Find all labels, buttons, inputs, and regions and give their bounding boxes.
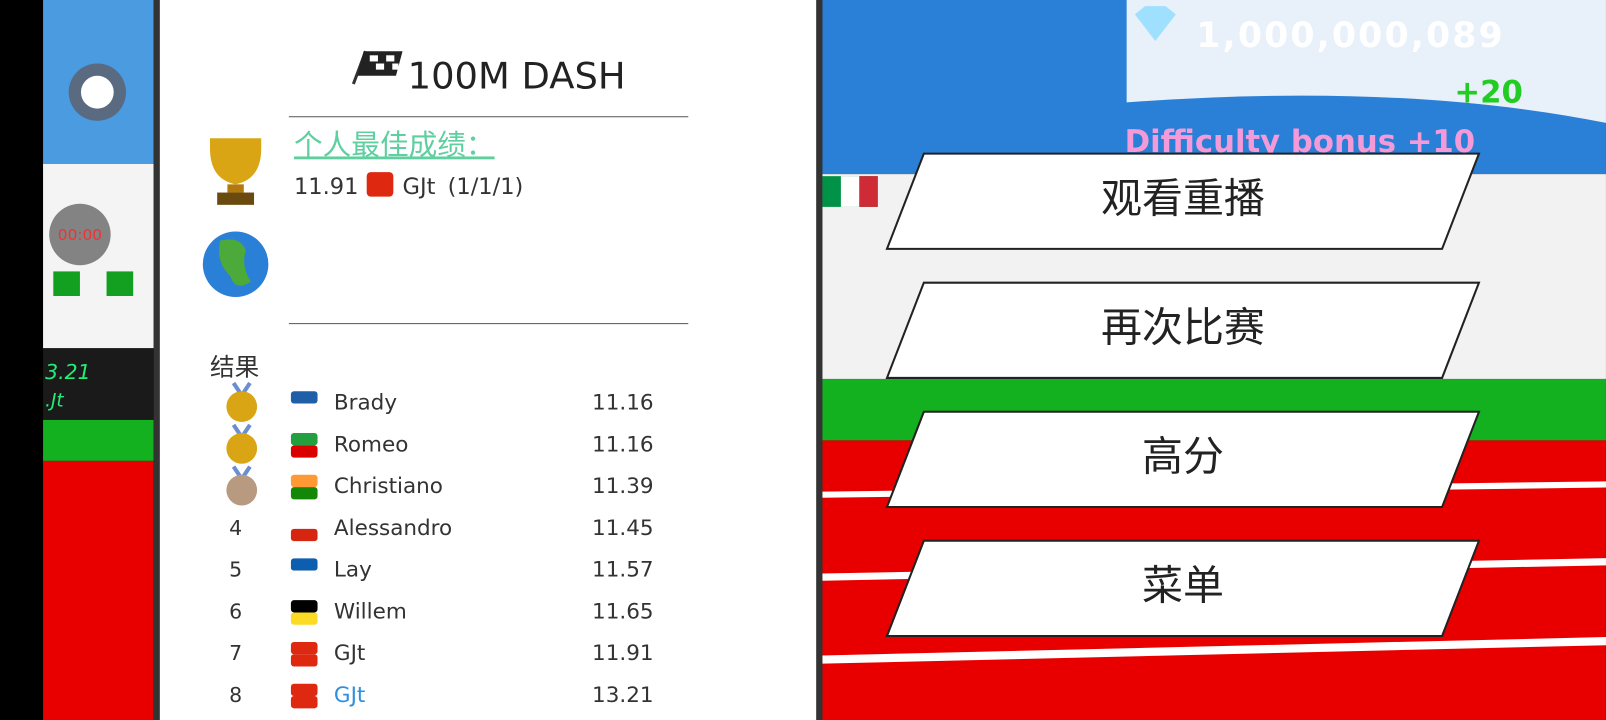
menu-button[interactable]: 高分 [885, 410, 1481, 508]
runner-name: Brady [334, 391, 397, 416]
gem-gain: +20 [1454, 75, 1523, 111]
medal [226, 433, 258, 464]
runner-name: GJt [334, 683, 365, 708]
button-label: 高分 [1142, 432, 1224, 480]
timer: 00:00 [58, 226, 102, 244]
rank: 6 [229, 599, 242, 623]
results-label: 结果 [210, 353, 259, 382]
runner-name: Willem [334, 599, 407, 624]
lane-line [822, 637, 1606, 664]
flag-bottom [290, 445, 318, 458]
gem-icon [1134, 6, 1176, 41]
flag-icon [351, 50, 403, 85]
block [106, 271, 134, 296]
runner-time: 11.65 [592, 599, 654, 624]
camera-button-dot [80, 75, 114, 109]
runner-time: 13.21 [592, 683, 654, 708]
button-label: 菜单 [1142, 561, 1224, 609]
personal-best-label[interactable]: 个人最佳成绩： [294, 127, 495, 161]
flag-top [290, 516, 318, 529]
best-name: GJt [403, 174, 436, 200]
rank: 8 [229, 683, 242, 707]
runner-name: Romeo [334, 432, 408, 457]
trophy-icon [209, 138, 262, 205]
button-label: 观看重播 [1101, 174, 1265, 222]
track [43, 460, 154, 720]
button-shape [885, 152, 1481, 250]
rank: 5 [229, 558, 242, 582]
results-panel: 100M DASH 个人最佳成绩： 11.91 GJt (1/1/1) 结果 B… [159, 0, 817, 720]
flag-top [290, 474, 318, 488]
runner-name: Lay [334, 558, 372, 583]
menu-button[interactable]: 观看重播 [885, 152, 1481, 250]
rank: 7 [229, 641, 242, 665]
flag-bottom [290, 696, 318, 709]
flag-top [290, 600, 318, 613]
flag-bottom [290, 528, 318, 542]
divider [816, 0, 823, 720]
panel-title: 100M DASH [408, 54, 626, 97]
flag-top [290, 558, 318, 571]
button-shape [885, 281, 1481, 379]
flag-bottom [290, 654, 318, 667]
globe-land [218, 239, 251, 286]
flag-top [290, 433, 318, 446]
flag-bottom [290, 403, 318, 416]
flag-bottom [290, 612, 318, 625]
runner-time: 11.16 [592, 391, 654, 416]
runner-time: 11.45 [592, 516, 654, 541]
runner-time: 11.16 [592, 432, 654, 457]
runner-name: Alessandro [334, 516, 452, 541]
banner [840, 176, 860, 207]
button-shape [885, 410, 1481, 508]
board-time: 3.21 [45, 360, 91, 384]
flag-top [290, 391, 318, 404]
best-flag [366, 172, 394, 197]
runner-time: 11.91 [592, 641, 654, 666]
best-detail: (1/1/1) [448, 174, 524, 200]
left-view: 00:00 3.21 .Jt [43, 0, 154, 720]
board-name: .Jt [45, 390, 64, 411]
timer-dial [49, 203, 111, 266]
runner-name: Christiano [334, 474, 443, 499]
divider [153, 0, 160, 720]
runner-time: 11.57 [592, 558, 654, 583]
best-time: 11.91 [294, 174, 358, 200]
menu-button[interactable]: 再次比赛 [885, 281, 1481, 379]
banner [859, 176, 878, 207]
scoreboard [43, 348, 154, 420]
flag-bottom [290, 487, 318, 500]
runner-time: 11.39 [592, 474, 654, 499]
button-shape [885, 539, 1481, 638]
medal [226, 474, 258, 506]
flag-top [290, 683, 318, 697]
clouds [1126, 0, 1606, 123]
panel-bg [159, 0, 817, 720]
medal [226, 391, 258, 422]
runner-name: GJt [334, 641, 365, 666]
flag-top [290, 641, 318, 655]
rank: 4 [229, 516, 242, 540]
menu-button[interactable]: 菜单 [885, 539, 1481, 638]
block [53, 271, 80, 296]
field [43, 419, 154, 461]
button-label: 再次比赛 [1101, 303, 1265, 351]
flag-bottom [290, 570, 318, 583]
gem-count: 1,000,000,089 [1196, 16, 1505, 56]
